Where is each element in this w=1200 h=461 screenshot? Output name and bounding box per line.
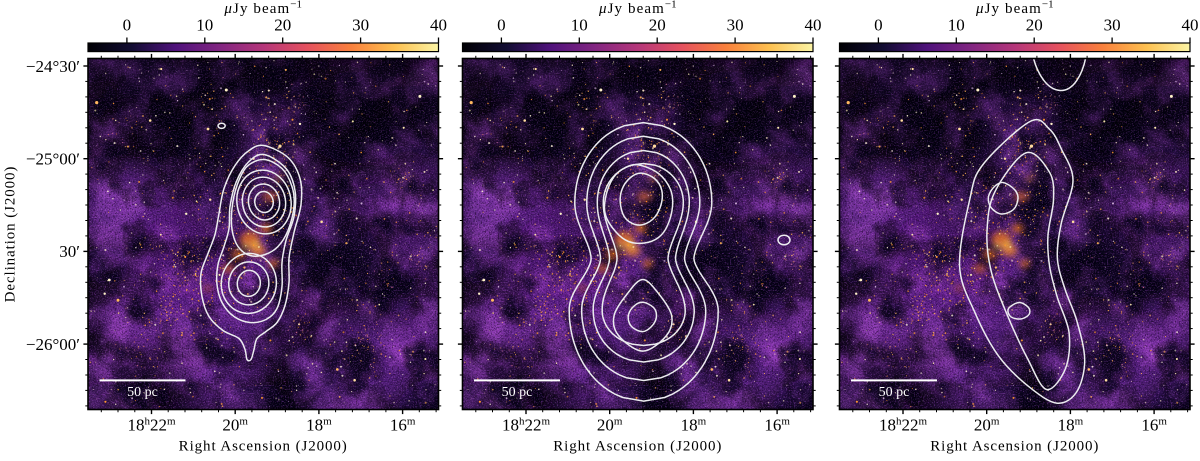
svg-text:50 pc: 50 pc [127,385,158,400]
svg-text:10: 10 [948,16,965,35]
svg-text:30: 30 [352,16,369,35]
svg-text:20: 20 [649,16,666,35]
svg-text:10: 10 [196,16,213,35]
svg-text:18h22m: 18h22m [879,416,928,435]
svg-text:0: 0 [874,16,883,35]
svg-text:30: 30 [727,16,744,35]
svg-text:18m: 18m [1058,416,1084,435]
svg-text:18h22m: 18h22m [127,416,176,435]
svg-text:−24°30′: −24°30′ [26,57,80,76]
svg-text:20m: 20m [222,416,248,435]
svg-text:0: 0 [123,16,132,35]
svg-text:18m: 18m [306,416,332,435]
svg-text:μJy beam−1: μJy beam−1 [223,0,302,17]
svg-text:μJy beam−1: μJy beam−1 [598,0,677,17]
svg-text:Right Ascension (J2000): Right Ascension (J2000) [179,439,348,455]
svg-text:Right Ascension (J2000): Right Ascension (J2000) [553,439,722,455]
svg-text:16m: 16m [764,416,790,435]
svg-text:0: 0 [497,16,506,35]
svg-text:40: 40 [430,16,447,35]
svg-text:18m: 18m [681,416,707,435]
svg-text:−26°00′: −26°00′ [26,335,80,354]
svg-text:20m: 20m [974,416,1000,435]
svg-text:Declination (J2000): Declination (J2000) [3,166,19,303]
svg-text:μJy beam−1: μJy beam−1 [975,0,1054,17]
svg-text:20: 20 [1026,16,1043,35]
svg-text:50 pc: 50 pc [502,385,533,400]
svg-text:10: 10 [571,16,588,35]
svg-text:40: 40 [1182,16,1199,35]
svg-text:50 pc: 50 pc [879,385,910,400]
svg-text:20m: 20m [597,416,623,435]
svg-text:20: 20 [274,16,291,35]
svg-text:Right Ascension (J2000): Right Ascension (J2000) [930,439,1099,455]
svg-text:30′: 30′ [59,242,80,261]
svg-text:30: 30 [1104,16,1121,35]
svg-text:16m: 16m [390,416,416,435]
svg-text:16m: 16m [1141,416,1167,435]
svg-text:40: 40 [805,16,822,35]
svg-text:18h22m: 18h22m [502,416,551,435]
svg-text:−25°00′: −25°00′ [26,150,80,169]
